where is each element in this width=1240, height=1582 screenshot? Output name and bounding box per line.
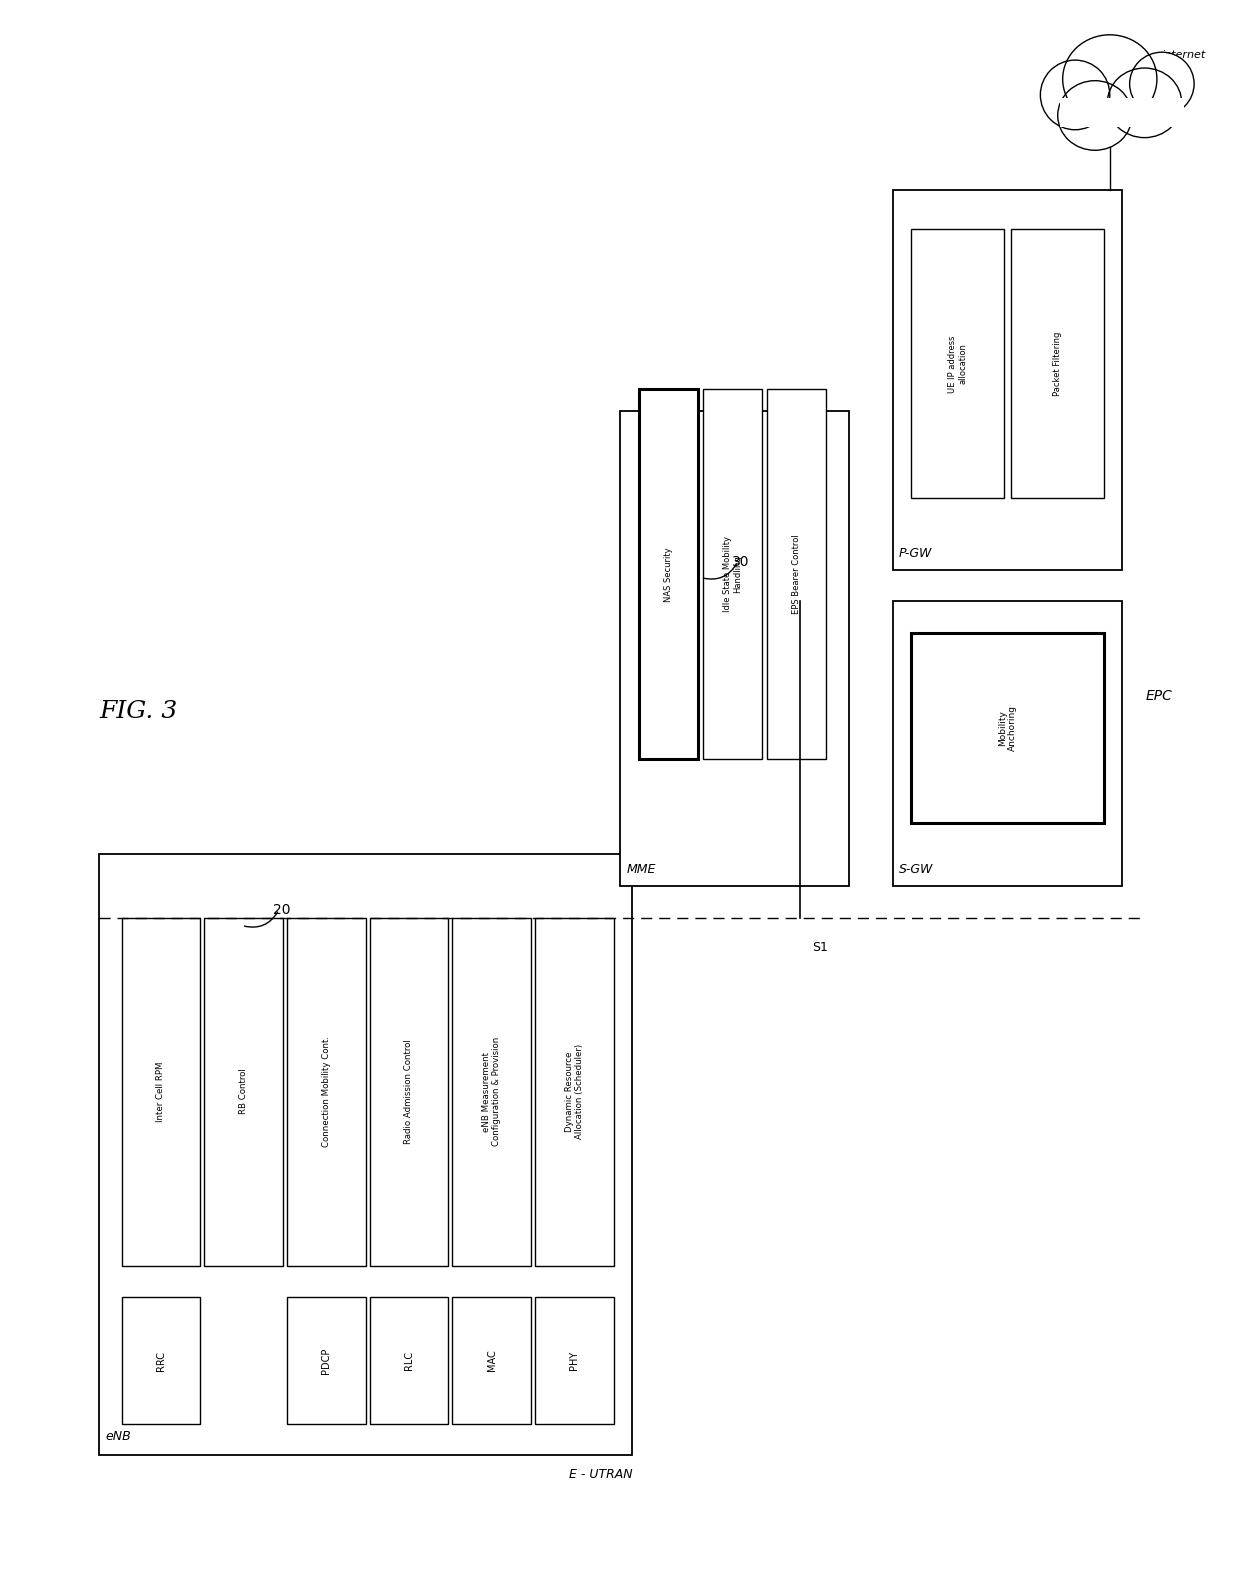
Text: PHY: PHY: [569, 1351, 579, 1370]
Text: Idle State Mobility
Handling: Idle State Mobility Handling: [723, 536, 742, 612]
Ellipse shape: [1130, 52, 1194, 115]
Text: eNB: eNB: [105, 1430, 131, 1443]
FancyBboxPatch shape: [453, 918, 531, 1266]
Text: FIG. 3: FIG. 3: [99, 701, 177, 723]
Text: Dynamic Resource
Allocation (Scheduler): Dynamic Resource Allocation (Scheduler): [564, 1044, 584, 1139]
FancyBboxPatch shape: [893, 190, 1122, 570]
FancyBboxPatch shape: [286, 1297, 366, 1424]
Text: S-GW: S-GW: [899, 864, 934, 876]
FancyBboxPatch shape: [911, 633, 1104, 823]
FancyBboxPatch shape: [122, 918, 201, 1266]
Text: PDCP: PDCP: [321, 1348, 331, 1373]
FancyBboxPatch shape: [893, 601, 1122, 886]
FancyBboxPatch shape: [534, 918, 614, 1266]
FancyBboxPatch shape: [639, 389, 698, 759]
Ellipse shape: [1040, 60, 1110, 130]
Ellipse shape: [1063, 35, 1157, 123]
Ellipse shape: [1058, 81, 1132, 150]
FancyBboxPatch shape: [703, 389, 761, 759]
Text: Connection Mobility Cont.: Connection Mobility Cont.: [322, 1036, 331, 1147]
Text: MAC: MAC: [486, 1349, 497, 1372]
FancyBboxPatch shape: [99, 854, 632, 1455]
FancyBboxPatch shape: [534, 1297, 614, 1424]
Text: RLC: RLC: [404, 1351, 414, 1370]
FancyBboxPatch shape: [205, 918, 283, 1266]
Text: S1: S1: [812, 941, 828, 954]
Text: EPC: EPC: [1146, 690, 1173, 702]
Text: P-GW: P-GW: [899, 547, 932, 560]
FancyBboxPatch shape: [370, 1297, 449, 1424]
FancyBboxPatch shape: [620, 411, 849, 886]
FancyBboxPatch shape: [453, 1297, 531, 1424]
Text: internet: internet: [1162, 51, 1207, 60]
Text: EPS Bearer Control: EPS Bearer Control: [792, 535, 801, 614]
Text: E - UTRAN: E - UTRAN: [569, 1468, 632, 1481]
Text: 20: 20: [273, 903, 290, 916]
FancyBboxPatch shape: [766, 389, 826, 759]
FancyBboxPatch shape: [911, 229, 1004, 498]
Text: Mobility
Anchoring: Mobility Anchoring: [998, 704, 1017, 751]
FancyBboxPatch shape: [1060, 98, 1184, 127]
Text: 30: 30: [732, 555, 749, 568]
Text: MME: MME: [626, 864, 656, 876]
Text: UE IP address
allocation: UE IP address allocation: [949, 335, 967, 392]
Text: Inter Cell RPM: Inter Cell RPM: [156, 1062, 165, 1122]
FancyBboxPatch shape: [286, 918, 366, 1266]
FancyBboxPatch shape: [370, 918, 449, 1266]
Text: Radio Admission Control: Radio Admission Control: [404, 1039, 413, 1144]
Text: RRC: RRC: [156, 1351, 166, 1370]
FancyBboxPatch shape: [122, 1297, 201, 1424]
Text: Packet Filtering: Packet Filtering: [1053, 332, 1061, 396]
Text: eNB Measurement
Configuration & Provision: eNB Measurement Configuration & Provisio…: [482, 1036, 501, 1147]
FancyBboxPatch shape: [1011, 229, 1104, 498]
Text: NAS Security: NAS Security: [663, 547, 672, 601]
Ellipse shape: [1107, 68, 1182, 138]
Text: RB Control: RB Control: [239, 1069, 248, 1114]
